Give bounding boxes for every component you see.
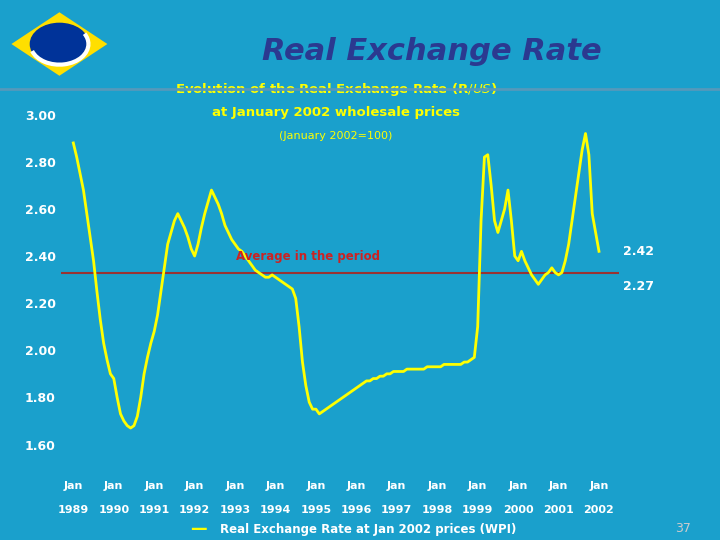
Text: 1989: 1989	[58, 505, 89, 515]
Text: 1991: 1991	[138, 505, 170, 515]
Text: Jan: Jan	[306, 481, 325, 491]
Text: 2001: 2001	[543, 505, 574, 515]
Text: 2000: 2000	[503, 505, 534, 515]
Text: Jan: Jan	[508, 481, 528, 491]
Text: 1999: 1999	[462, 505, 493, 515]
Text: Jan: Jan	[347, 481, 366, 491]
Text: 1992: 1992	[179, 505, 210, 515]
Text: Jan: Jan	[266, 481, 285, 491]
Text: 37: 37	[675, 522, 691, 535]
Text: at January 2002 wholesale prices: at January 2002 wholesale prices	[212, 106, 460, 119]
Text: 1998: 1998	[422, 505, 453, 515]
Text: 1994: 1994	[260, 505, 291, 515]
Text: 1996: 1996	[341, 505, 372, 515]
Text: Jan: Jan	[589, 481, 608, 491]
Text: 2.27: 2.27	[623, 280, 654, 293]
Polygon shape	[12, 12, 107, 76]
Text: 2002: 2002	[584, 505, 614, 515]
Text: Jan: Jan	[428, 481, 447, 491]
Text: 2.42: 2.42	[623, 245, 654, 258]
Text: Jan: Jan	[185, 481, 204, 491]
Text: Jan: Jan	[468, 481, 487, 491]
Text: Average in the period: Average in the period	[236, 250, 380, 263]
Text: Jan: Jan	[104, 481, 123, 491]
Text: (January 2002=100): (January 2002=100)	[279, 131, 393, 140]
Text: Jan: Jan	[145, 481, 164, 491]
Text: 1990: 1990	[98, 505, 130, 515]
Text: Jan: Jan	[225, 481, 245, 491]
Text: Evolution of the Real Exchange Rate (R$/US$): Evolution of the Real Exchange Rate (R$/…	[175, 81, 498, 98]
Text: 1997: 1997	[381, 505, 413, 515]
Text: Jan: Jan	[63, 481, 83, 491]
Circle shape	[30, 23, 89, 65]
Text: 1993: 1993	[220, 505, 251, 515]
Text: Jan: Jan	[387, 481, 407, 491]
Text: Jan: Jan	[549, 481, 568, 491]
Text: Real Exchange Rate at Jan 2002 prices (WPI): Real Exchange Rate at Jan 2002 prices (W…	[220, 523, 516, 536]
Text: —: —	[189, 520, 207, 538]
Text: 1995: 1995	[300, 505, 331, 515]
Text: Real Exchange Rate: Real Exchange Rate	[262, 37, 602, 66]
